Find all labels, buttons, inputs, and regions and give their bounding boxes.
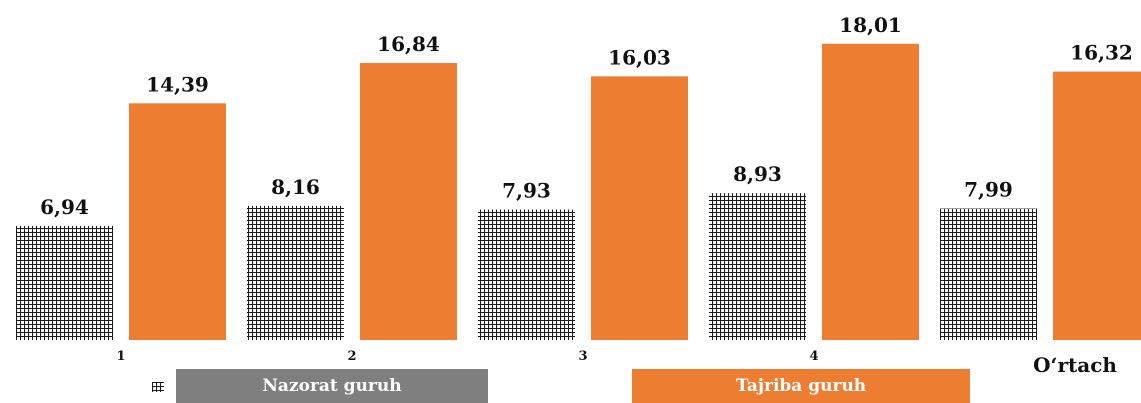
bar-tajriba-5 <box>1053 71 1141 340</box>
legend-label-nazorat: Nazorat guruh <box>262 376 402 396</box>
data-label-nazorat-4: 8,93 <box>733 162 782 186</box>
legend-marker-nazorat <box>152 382 164 392</box>
data-label-nazorat-5: 7,99 <box>964 178 1013 202</box>
bar-tajriba-4 <box>822 43 919 340</box>
bar-tajriba-3 <box>591 76 688 340</box>
data-label-nazorat-3: 7,93 <box>502 179 551 203</box>
bar-nazorat-4 <box>709 193 806 340</box>
x-tick-label-2: 2 <box>347 349 356 364</box>
data-label-tajriba-2: 16,84 <box>377 32 440 56</box>
data-label-nazorat-1: 6,94 <box>40 195 89 219</box>
data-label-tajriba-3: 16,03 <box>608 45 671 69</box>
x-tick-label-5: O‘rtach <box>1033 353 1117 377</box>
x-tick-label-3: 3 <box>578 349 587 364</box>
data-label-tajriba-5: 16,32 <box>1070 41 1133 65</box>
legend-tajriba: Tajriba guruh <box>632 369 970 403</box>
legend-label-tajriba: Tajriba guruh <box>735 376 867 396</box>
x-tick-label-1: 1 <box>116 349 125 364</box>
data-label-tajriba-1: 14,39 <box>146 72 209 96</box>
legend-nazorat: Nazorat guruh <box>176 369 488 403</box>
bar-tajriba-1 <box>129 103 226 341</box>
data-label-nazorat-2: 8,16 <box>271 175 320 199</box>
bar-nazorat-2 <box>247 205 344 340</box>
bar-tajriba-2 <box>360 63 457 341</box>
bar-nazorat-3 <box>478 209 575 340</box>
x-tick-label-4: 4 <box>809 349 818 364</box>
data-label-tajriba-4: 18,01 <box>839 13 902 37</box>
bar-nazorat-1 <box>16 225 113 340</box>
bar-nazorat-5 <box>940 208 1037 340</box>
